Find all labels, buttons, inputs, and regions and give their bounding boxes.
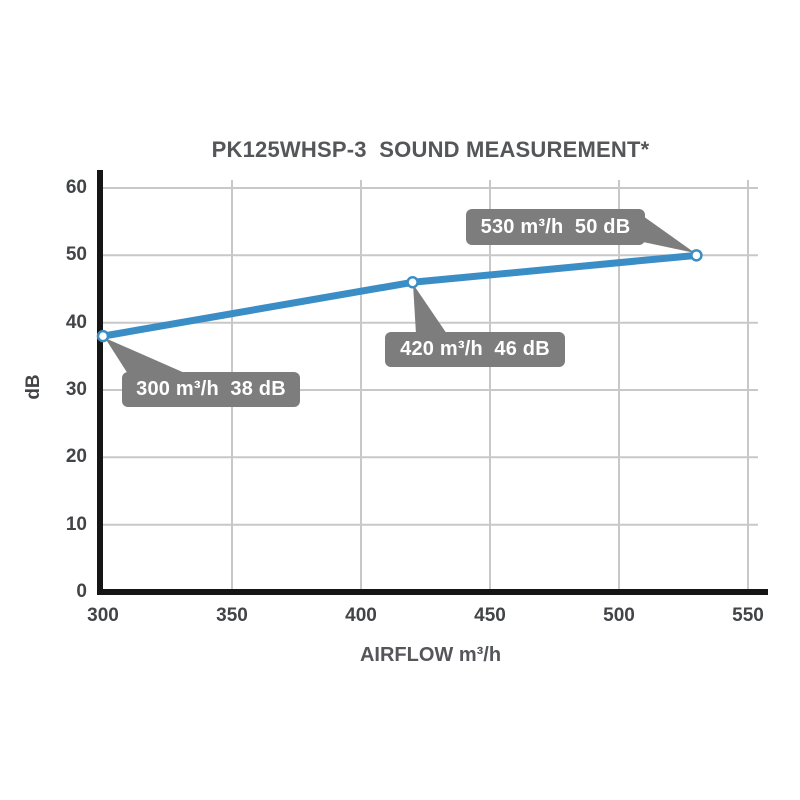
x-axis-spine bbox=[97, 589, 768, 595]
y-tick-label-30: 30 bbox=[65, 379, 87, 400]
vertical-gridlines bbox=[231, 180, 749, 589]
callout-420: 420 m³/h 46 dB bbox=[385, 332, 565, 367]
x-tick-label-300: 300 bbox=[87, 605, 119, 626]
y-tick-label-20: 20 bbox=[65, 446, 87, 467]
callout-530: 530 m³/h 50 dB bbox=[466, 209, 645, 245]
y-axis-spine bbox=[97, 170, 103, 595]
y-tick-label-0: 0 bbox=[76, 581, 87, 602]
callout-pointer-300 bbox=[105, 338, 187, 374]
y-axis-title: dB bbox=[23, 374, 44, 400]
x-axis-title: AIRFLOW m³/h bbox=[359, 644, 502, 666]
x-tick-label-400: 400 bbox=[345, 605, 377, 626]
x-tick-label-350: 350 bbox=[216, 605, 248, 626]
y-tick-label-10: 10 bbox=[65, 514, 87, 535]
data-point bbox=[406, 276, 419, 289]
callout-pointer-530 bbox=[643, 216, 695, 253]
x-tick-label-450: 450 bbox=[474, 605, 506, 626]
x-tick-label-500: 500 bbox=[603, 605, 635, 626]
y-tick-label-40: 40 bbox=[65, 312, 87, 333]
x-tick-label-550: 550 bbox=[732, 605, 764, 626]
y-tick-label-60: 60 bbox=[65, 177, 87, 198]
callout-pointer-420 bbox=[413, 284, 447, 334]
y-tick-label-50: 50 bbox=[65, 244, 87, 265]
chart-title: PK125WHSP-3 SOUND MEASUREMENT* bbox=[211, 137, 650, 162]
data-point bbox=[690, 249, 703, 262]
callout-300: 300 m³/h 38 dB bbox=[122, 372, 300, 407]
sound-level-line bbox=[102, 251, 697, 340]
data-point bbox=[96, 329, 110, 343]
